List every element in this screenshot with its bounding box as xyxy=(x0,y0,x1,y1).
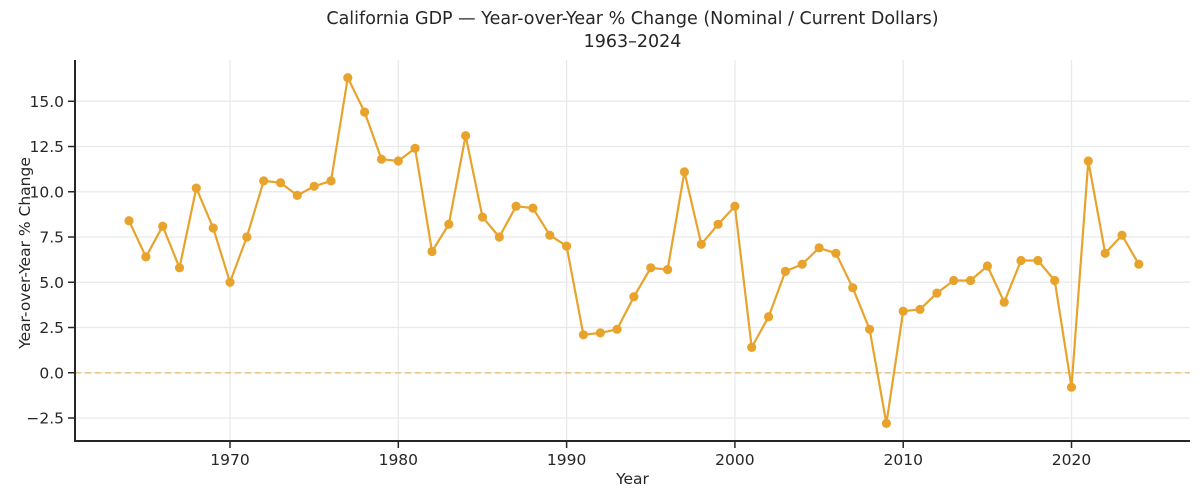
data-point xyxy=(932,288,942,298)
data-point xyxy=(461,131,471,141)
data-point xyxy=(477,212,488,222)
y-tick-label: 5.0 xyxy=(39,274,64,292)
data-point xyxy=(259,176,269,186)
data-point xyxy=(242,232,252,242)
x-tick-label: 2020 xyxy=(1052,451,1091,469)
data-point xyxy=(444,219,454,229)
data-point xyxy=(427,246,437,257)
data-point xyxy=(797,259,807,269)
data-point xyxy=(1066,382,1077,392)
data-point xyxy=(679,167,690,177)
y-tick-label: −2.5 xyxy=(26,410,64,428)
data-point xyxy=(780,266,791,276)
x-axis-label: Year xyxy=(616,470,649,488)
y-tick-label: 12.5 xyxy=(29,138,64,156)
data-point xyxy=(881,418,892,428)
data-point xyxy=(898,306,908,316)
data-point xyxy=(562,241,572,251)
data-point xyxy=(1100,248,1110,258)
data-point xyxy=(965,275,976,286)
data-point xyxy=(629,292,639,302)
data-point xyxy=(578,330,589,340)
y-tick-label: 10.0 xyxy=(29,183,64,201)
data-point xyxy=(663,265,673,275)
data-point xyxy=(730,201,740,211)
data-point xyxy=(158,221,168,231)
data-point xyxy=(309,181,319,191)
data-point xyxy=(191,183,201,193)
data-point xyxy=(393,156,403,166)
y-tick-label: 7.5 xyxy=(39,229,64,247)
chart-title: California GDP — Year-over-Year % Change… xyxy=(75,8,1190,54)
data-point xyxy=(696,239,706,249)
x-tick-label: 2000 xyxy=(715,451,754,469)
data-point xyxy=(848,283,858,293)
data-point xyxy=(1134,259,1144,269)
x-tick-label: 2010 xyxy=(883,451,922,469)
data-point xyxy=(982,261,993,271)
y-tick-label: 0.0 xyxy=(39,364,64,382)
data-point xyxy=(292,190,302,200)
chart-title-line1: California GDP — Year-over-Year % Change… xyxy=(326,9,939,29)
data-point xyxy=(646,263,656,273)
data-point xyxy=(410,143,420,153)
x-tick-label: 1980 xyxy=(379,451,418,469)
data-point xyxy=(225,277,235,287)
data-point xyxy=(545,230,555,240)
data-point xyxy=(595,328,605,338)
data-point xyxy=(275,178,286,188)
data-point xyxy=(713,219,723,229)
data-point xyxy=(511,201,521,211)
data-point xyxy=(494,232,504,242)
data-point xyxy=(1033,255,1043,266)
data-point xyxy=(915,304,925,314)
data-point xyxy=(343,73,353,83)
data-point xyxy=(1016,255,1026,266)
data-point xyxy=(814,243,824,253)
data-line xyxy=(127,76,1140,425)
x-tick-label: 1970 xyxy=(210,451,249,469)
data-point xyxy=(1117,230,1127,240)
data-point xyxy=(1050,275,1060,286)
y-tick-label: 2.5 xyxy=(39,319,64,337)
data-point xyxy=(124,216,134,226)
data-point xyxy=(360,107,370,117)
data-point xyxy=(528,203,538,213)
data-point xyxy=(141,252,151,262)
data-point xyxy=(747,342,757,352)
data-point xyxy=(764,312,774,322)
chart-title-line2: 1963–2024 xyxy=(583,32,682,52)
data-point xyxy=(326,176,336,186)
data-point xyxy=(1083,156,1093,166)
data-point xyxy=(949,275,959,286)
y-tick-label: 15.0 xyxy=(29,93,64,111)
data-point xyxy=(376,154,387,164)
data-point xyxy=(174,263,185,273)
data-point xyxy=(999,297,1009,307)
data-point xyxy=(208,223,218,233)
data-point xyxy=(831,248,841,258)
data-point xyxy=(612,324,622,334)
x-tick-label: 1990 xyxy=(547,451,586,469)
data-point xyxy=(865,324,875,334)
